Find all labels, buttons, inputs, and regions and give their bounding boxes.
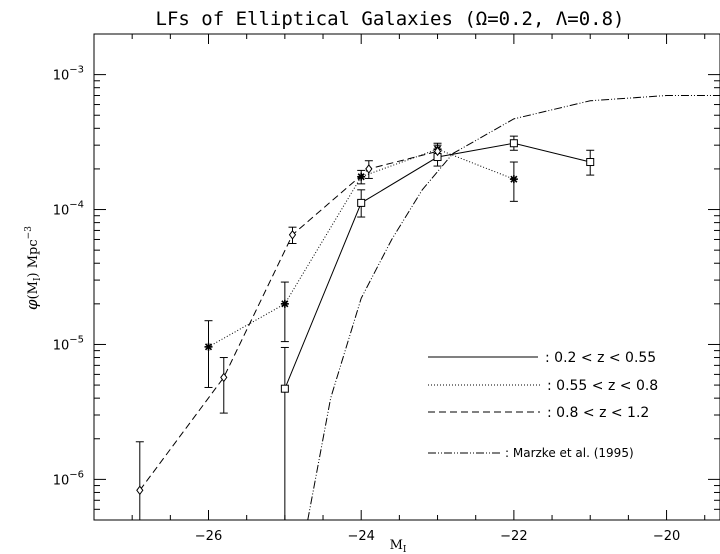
legend-label-series-4: : Marzke et al. (1995) xyxy=(505,446,634,460)
legend-label-series-1: : 0.2 < z < 0.55 xyxy=(545,350,656,366)
data-point-diamond xyxy=(288,229,297,240)
data-point-square xyxy=(509,139,518,148)
x-tick-label: −22 xyxy=(500,529,527,544)
x-axis-label-sub: I xyxy=(403,545,407,554)
legend: : 0.2 < z < 0.55 : 0.55 < z < 0.8 : 0.8 … xyxy=(428,350,658,460)
legend-label-series-3: : 0.8 < z < 1.2 xyxy=(547,405,649,421)
y-axis-label: φ(MI) Mpc−3 xyxy=(23,226,43,310)
data-point-diamond xyxy=(136,485,144,496)
y-tick-label: 10−4 xyxy=(53,200,84,219)
y-axis-label-sub: I xyxy=(33,277,43,281)
y-axis-label-close: ) Mpc xyxy=(26,239,41,277)
series-line-4 xyxy=(307,95,720,521)
data-point-asterisk xyxy=(357,172,366,181)
data-point-diamond xyxy=(365,164,373,174)
y-axis-label-open: (M xyxy=(26,281,41,299)
x-axis-label: MI xyxy=(390,538,407,554)
x-tick-label: −26 xyxy=(195,529,222,544)
data-point-square xyxy=(357,198,366,207)
y-axis-label-exp: −3 xyxy=(24,226,34,240)
data-point-square xyxy=(280,384,289,393)
plot-frame xyxy=(93,33,720,521)
data-point-asterisk xyxy=(204,342,213,351)
series-markers xyxy=(136,139,595,496)
y-axis-label-phi: φ xyxy=(23,299,41,310)
y-tick-label: 10−6 xyxy=(53,469,84,488)
data-point-diamond xyxy=(220,372,228,383)
data-point-asterisk xyxy=(509,175,518,184)
legend-label-series-2: : 0.55 < z < 0.8 xyxy=(547,378,658,394)
data-point-diamond xyxy=(433,146,442,157)
data-point-square xyxy=(586,158,595,167)
axis-ticks: −26 −24 −22 −20 10−6 10−5 10−4 10−3 xyxy=(53,33,720,544)
x-tick-label: −20 xyxy=(653,529,680,544)
data-point-asterisk xyxy=(280,299,289,308)
y-tick-label: 10−5 xyxy=(53,334,84,353)
x-axis-label-main: M xyxy=(390,538,403,553)
x-tick-label: −24 xyxy=(347,529,374,544)
y-tick-label: 10−3 xyxy=(53,65,84,84)
chart-title: LFs of Elliptical Galaxies (Ω=0.2, Λ=0.8… xyxy=(156,8,625,30)
